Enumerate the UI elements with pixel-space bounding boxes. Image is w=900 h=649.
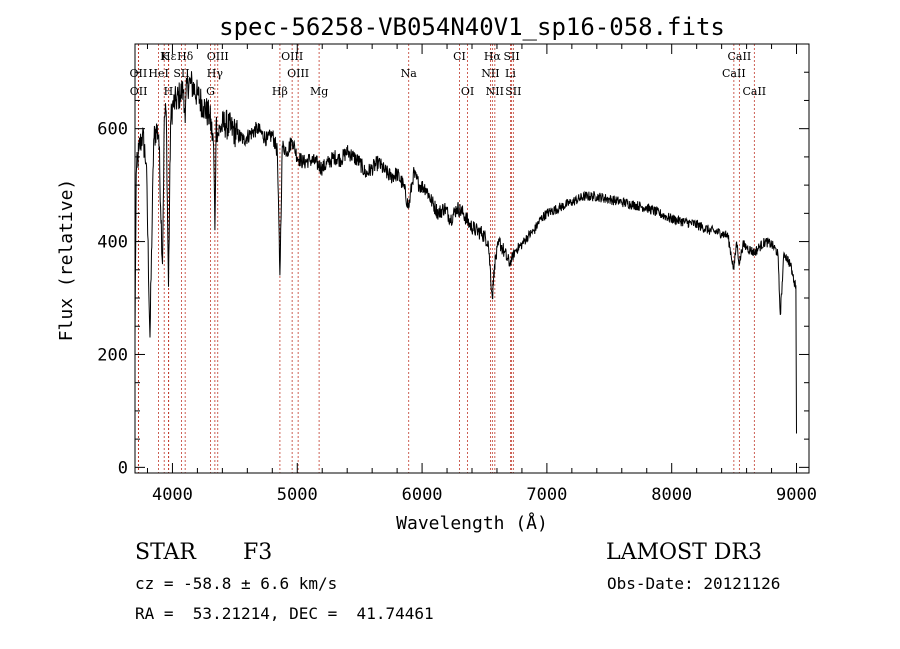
y-tick-label: 200 [97, 345, 128, 365]
spectral-line-label: OI [461, 85, 474, 98]
object-class: STAR [135, 540, 196, 565]
y-axis-label: Flux (relative) [56, 179, 77, 342]
spectral-line-label: Hβ [272, 85, 288, 98]
spectral-line-label: OIII [207, 50, 229, 63]
x-axis-ticks: 4000 5000 6000 7000 8000 9000 [146, 44, 817, 505]
x-tick-label: 9000 [776, 485, 817, 505]
spectral-line-label: CaII [728, 50, 752, 63]
spectral-line-label: K [160, 50, 169, 63]
spectral-line-label: OIII [287, 67, 309, 80]
spectrum-line [134, 71, 797, 434]
spectral-line-label: H [164, 85, 174, 98]
x-tick-label: 7000 [526, 485, 567, 505]
spectral-line-markers [137, 44, 755, 473]
y-tick-label: 0 [118, 458, 128, 478]
spectral-line-label: OIII [281, 50, 303, 63]
chart-title: spec-56258-VB054N40V1_sp16-058.fits [219, 13, 725, 41]
spectral-line-label: CaII [742, 85, 766, 98]
spectral-line-label: CI [453, 50, 466, 63]
y-tick-label: 400 [97, 233, 128, 253]
spectral-line-label: NII [486, 85, 504, 98]
coordinates-readout: RA = 53.21214, DEC = 41.74461 [135, 604, 434, 623]
y-axis-ticks: 0 200 400 600 [97, 71, 809, 478]
spectral-line-label: Hα [484, 50, 502, 63]
spectral-line-label: G [206, 85, 215, 98]
spectral-line-label: CaII [722, 67, 746, 80]
spectral-line-label: NII [481, 67, 499, 80]
spectral-line-label: Mg [310, 85, 328, 98]
x-tick-label: 8000 [651, 485, 692, 505]
spectral-line-label: SII [505, 85, 521, 98]
spectral-line-label: SII [173, 67, 189, 80]
x-axis-label: Wavelength (Å) [396, 512, 548, 534]
spectral-line-label: Li [505, 67, 516, 80]
spectral-line-label: SII [503, 50, 519, 63]
spectral-line-label: Na [401, 67, 418, 80]
spectral-line-label: Hδ [177, 50, 194, 63]
observation-date: Obs-Date: 20121126 [607, 574, 781, 593]
x-tick-label: 5000 [277, 485, 318, 505]
x-tick-label: 6000 [402, 485, 443, 505]
object-subclass: F3 [243, 540, 273, 565]
survey-name: LAMOST DR3 [606, 540, 762, 565]
y-tick-label: 600 [97, 120, 128, 140]
spectral-line-label: OII [130, 67, 148, 80]
spectral-line-label: OII [130, 85, 148, 98]
plot-frame [134, 43, 810, 474]
spectral-line-label: HeI [148, 67, 168, 80]
spectral-line-label: Hγ [207, 67, 224, 80]
velocity-readout: cz = -58.8 ± 6.6 km/s [135, 574, 338, 593]
x-tick-label: 4000 [152, 485, 193, 505]
